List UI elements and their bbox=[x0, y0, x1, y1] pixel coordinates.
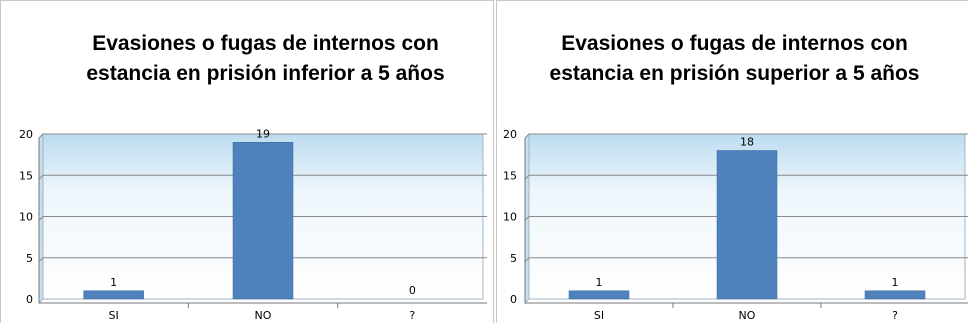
chart-title: Evasiones o fugas de internos con estanc… bbox=[86, 32, 445, 85]
chart-panel-left: Evasiones o fugas de internos con estanc… bbox=[0, 0, 494, 323]
y-tick-label: 5 bbox=[510, 252, 517, 265]
gridline bbox=[38, 216, 44, 221]
y-tick-label: 0 bbox=[510, 293, 517, 306]
gridline bbox=[524, 216, 530, 221]
x-tick-label: SI bbox=[594, 309, 604, 322]
gridline bbox=[38, 133, 44, 139]
bar-chart-left: 0 5 10 15 20 1 SI 19 NO 0? bbox=[19, 127, 487, 322]
bar-si bbox=[83, 290, 144, 300]
x-tick-label: NO bbox=[255, 309, 272, 322]
gridline bbox=[524, 257, 530, 263]
bar-no bbox=[232, 142, 294, 300]
y-tick-label: 5 bbox=[26, 252, 33, 265]
gridline bbox=[524, 174, 530, 180]
data-label: 0 bbox=[409, 284, 416, 297]
bar-unknown bbox=[864, 290, 926, 300]
data-label: 1 bbox=[892, 276, 899, 289]
bar-si bbox=[568, 290, 630, 300]
y-tick-label: 15 bbox=[19, 169, 33, 182]
y-tick-label: 20 bbox=[503, 128, 517, 141]
gridline bbox=[524, 133, 530, 139]
x-tick-label: SI bbox=[109, 309, 119, 322]
x-tick-label: ? bbox=[409, 309, 415, 322]
bar-chart-right: 0 5 10 15 20 1 SI 18 NO 1? bbox=[503, 128, 968, 322]
y-tick-label: 15 bbox=[503, 169, 517, 182]
data-label: 1 bbox=[596, 276, 603, 289]
gridline bbox=[38, 257, 44, 263]
chart-panel-right: Evasiones o fugas de internos con estanc… bbox=[496, 0, 968, 323]
data-label: 18 bbox=[740, 136, 754, 149]
y-tick-label: 10 bbox=[503, 211, 517, 224]
x-tick-label: ? bbox=[892, 309, 898, 322]
y-tick-label: 0 bbox=[26, 293, 33, 306]
data-label: 1 bbox=[110, 276, 117, 289]
gridline bbox=[38, 174, 44, 180]
chart-title: Evasiones o fugas de internos con estanc… bbox=[549, 32, 920, 85]
bar-no bbox=[716, 150, 778, 300]
data-label: 19 bbox=[256, 127, 270, 140]
y-tick-label: 20 bbox=[19, 128, 33, 141]
y-tick-label: 10 bbox=[19, 211, 33, 224]
x-tick-label: NO bbox=[739, 309, 756, 322]
